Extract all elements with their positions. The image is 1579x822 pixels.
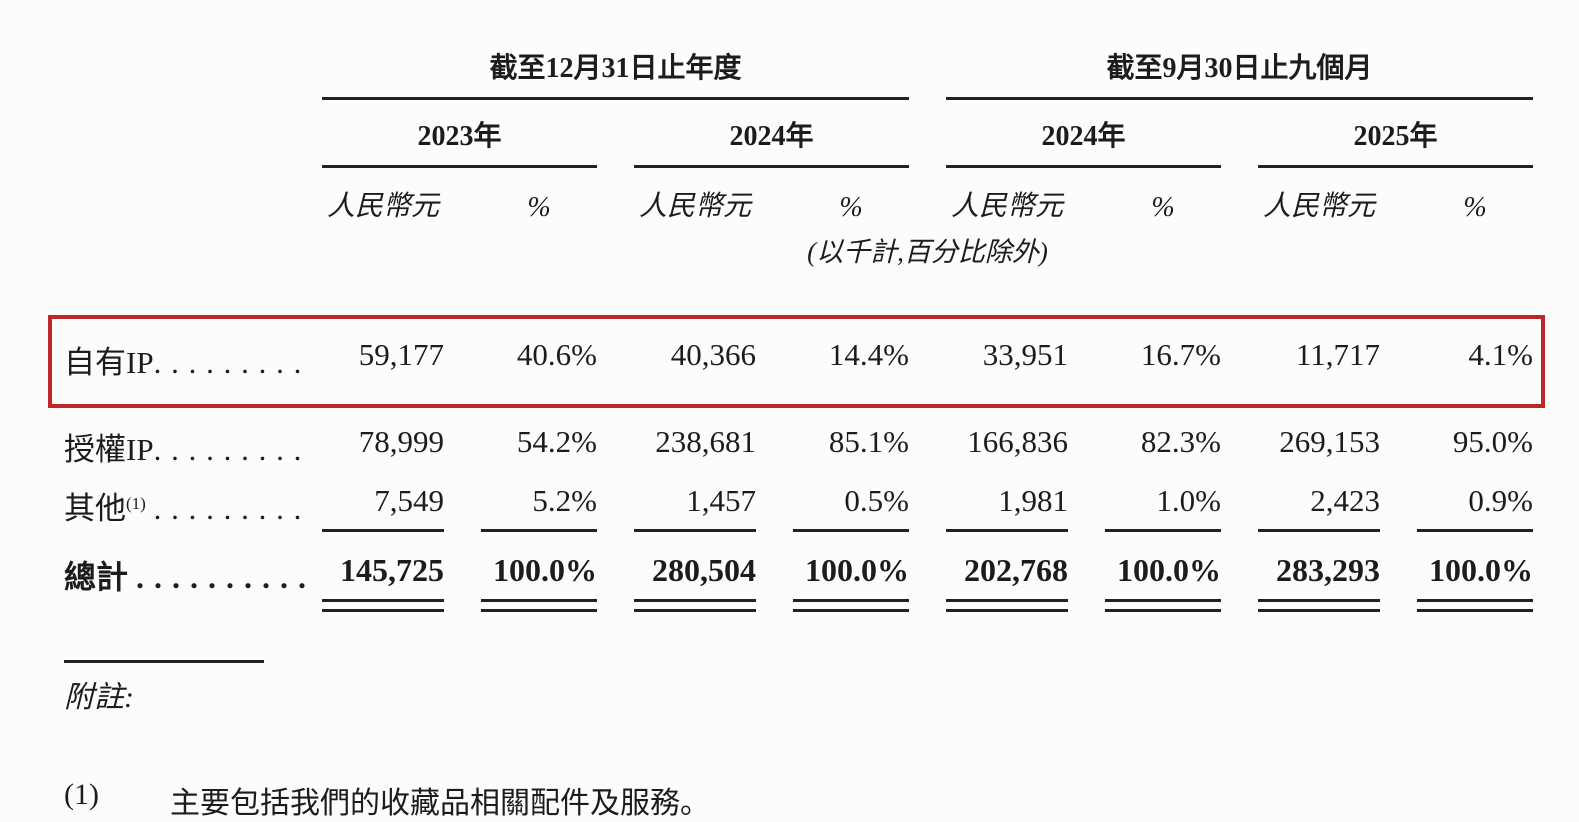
cell-value: 40.6% [516, 337, 597, 372]
cell-value: 280,504 [634, 552, 756, 612]
cell-value: 202,768 [946, 552, 1068, 612]
highlight-box: 自有IP. . . . . . . . . 59,177 40.6% 40,36… [48, 315, 1545, 408]
row-label: 總計 . . . . . . . . . . [64, 552, 322, 602]
table-row-others: 其他(1) . . . . . . . . . 7,549 5.2% 1,457… [64, 469, 1579, 532]
cell-value: 1.0% [1105, 483, 1221, 532]
unit-header-row: 人民幣元 % 人民幣元 % 人民幣元 % 人民幣元 % [64, 184, 1579, 224]
cell-value: 4.1% [1468, 337, 1533, 372]
cell-value: 33,951 [982, 337, 1068, 372]
cell-value: 95.0% [1452, 424, 1533, 459]
table-row-total: 總計 . . . . . . . . . . 145,725 100.0% 28… [64, 552, 1579, 612]
cell-value: 16.7% [1140, 337, 1221, 372]
cell-value: 238,681 [655, 424, 756, 459]
footnote-item: (1) 主要包括我們的收藏品相關配件及服務。 [64, 778, 1579, 822]
cell-value: 14.4% [828, 337, 909, 372]
row-label: 其他(1) . . . . . . . . . [64, 483, 322, 532]
period-group-header-1: 截至12月31日止年度 [322, 46, 909, 100]
cell-value: 0.9% [1417, 483, 1533, 532]
cell-value: 283,293 [1258, 552, 1380, 612]
dot-leader: . . . . . . . . . [153, 491, 303, 526]
cell-value: 7,549 [322, 483, 444, 532]
year-header-2023: 2023年 [322, 114, 597, 168]
scale-note: (以千計,百分比除外) [807, 237, 1048, 267]
cell-value: 1,981 [946, 483, 1068, 532]
cell-value: 85.1% [828, 424, 909, 459]
cell-value: 166,836 [967, 424, 1068, 459]
unit-header-percent: % [1463, 192, 1487, 223]
year-header-2024a: 2024年 [634, 114, 909, 168]
year-header-row: 2023年 2024年 2024年 2025年 [64, 114, 1579, 168]
row-label: 自有IP. . . . . . . . . [64, 337, 322, 382]
table-row-own-ip: 自有IP. . . . . . . . . 59,177 40.6% 40,36… [64, 337, 1533, 382]
dot-leader: . . . . . . . . . . [136, 559, 308, 595]
cell-value: 54.2% [516, 424, 597, 459]
row-label: 授權IP. . . . . . . . . [64, 424, 322, 469]
cell-value: 0.5% [793, 483, 909, 532]
cell-value: 100.0% [1105, 552, 1221, 612]
cell-value: 82.3% [1140, 424, 1221, 459]
row-label-text: 自有IP [64, 345, 154, 380]
cell-value: 78,999 [358, 424, 444, 459]
scale-note-row: (以千計,百分比除外) [64, 230, 1579, 269]
cell-value: 11,717 [1295, 337, 1380, 372]
row-label-text: 總計 [64, 559, 129, 595]
cell-value: 145,725 [322, 552, 444, 612]
period-header-row: 截至12月31日止年度 截至9月30日止九個月 [64, 46, 1579, 100]
period-group-header-2: 截至9月30日止九個月 [946, 46, 1533, 100]
cell-value: 40,366 [670, 337, 756, 372]
unit-header-percent: % [1151, 192, 1175, 223]
cell-value: 59,177 [358, 337, 444, 372]
table-row-licensed-ip: 授權IP. . . . . . . . . 78,999 54.2% 238,6… [64, 408, 1579, 469]
year-header-2025: 2025年 [1258, 114, 1533, 168]
unit-header-amount: 人民幣元 [1262, 191, 1375, 222]
cell-value: 5.2% [481, 483, 597, 532]
row-label-text: 授權IP [64, 432, 154, 467]
notes-divider [64, 660, 264, 663]
dot-leader: . . . . . . . . . [153, 345, 303, 380]
footnote-heading: 附註: [64, 681, 134, 714]
unit-header-amount: 人民幣元 [638, 191, 751, 222]
row-label-text: 其他 [64, 491, 126, 526]
dot-leader: . . . . . . . . . [153, 432, 303, 467]
cell-value: 100.0% [481, 552, 597, 612]
unit-header-amount: 人民幣元 [950, 191, 1063, 222]
cell-value: 1,457 [634, 483, 756, 532]
unit-header-percent: % [527, 192, 551, 223]
cell-value: 100.0% [793, 552, 909, 612]
cell-value: 100.0% [1417, 552, 1533, 612]
footnote-text: 主要包括我們的收藏品相關配件及服務。 [170, 787, 710, 820]
cell-value: 269,153 [1279, 424, 1380, 459]
cell-value: 2,423 [1258, 483, 1380, 532]
row-label-sup: (1) [126, 494, 146, 513]
footnote-marker: (1) [64, 778, 99, 811]
unit-header-percent: % [839, 192, 863, 223]
unit-header-amount: 人民幣元 [326, 191, 439, 222]
year-header-2024b: 2024年 [946, 114, 1221, 168]
